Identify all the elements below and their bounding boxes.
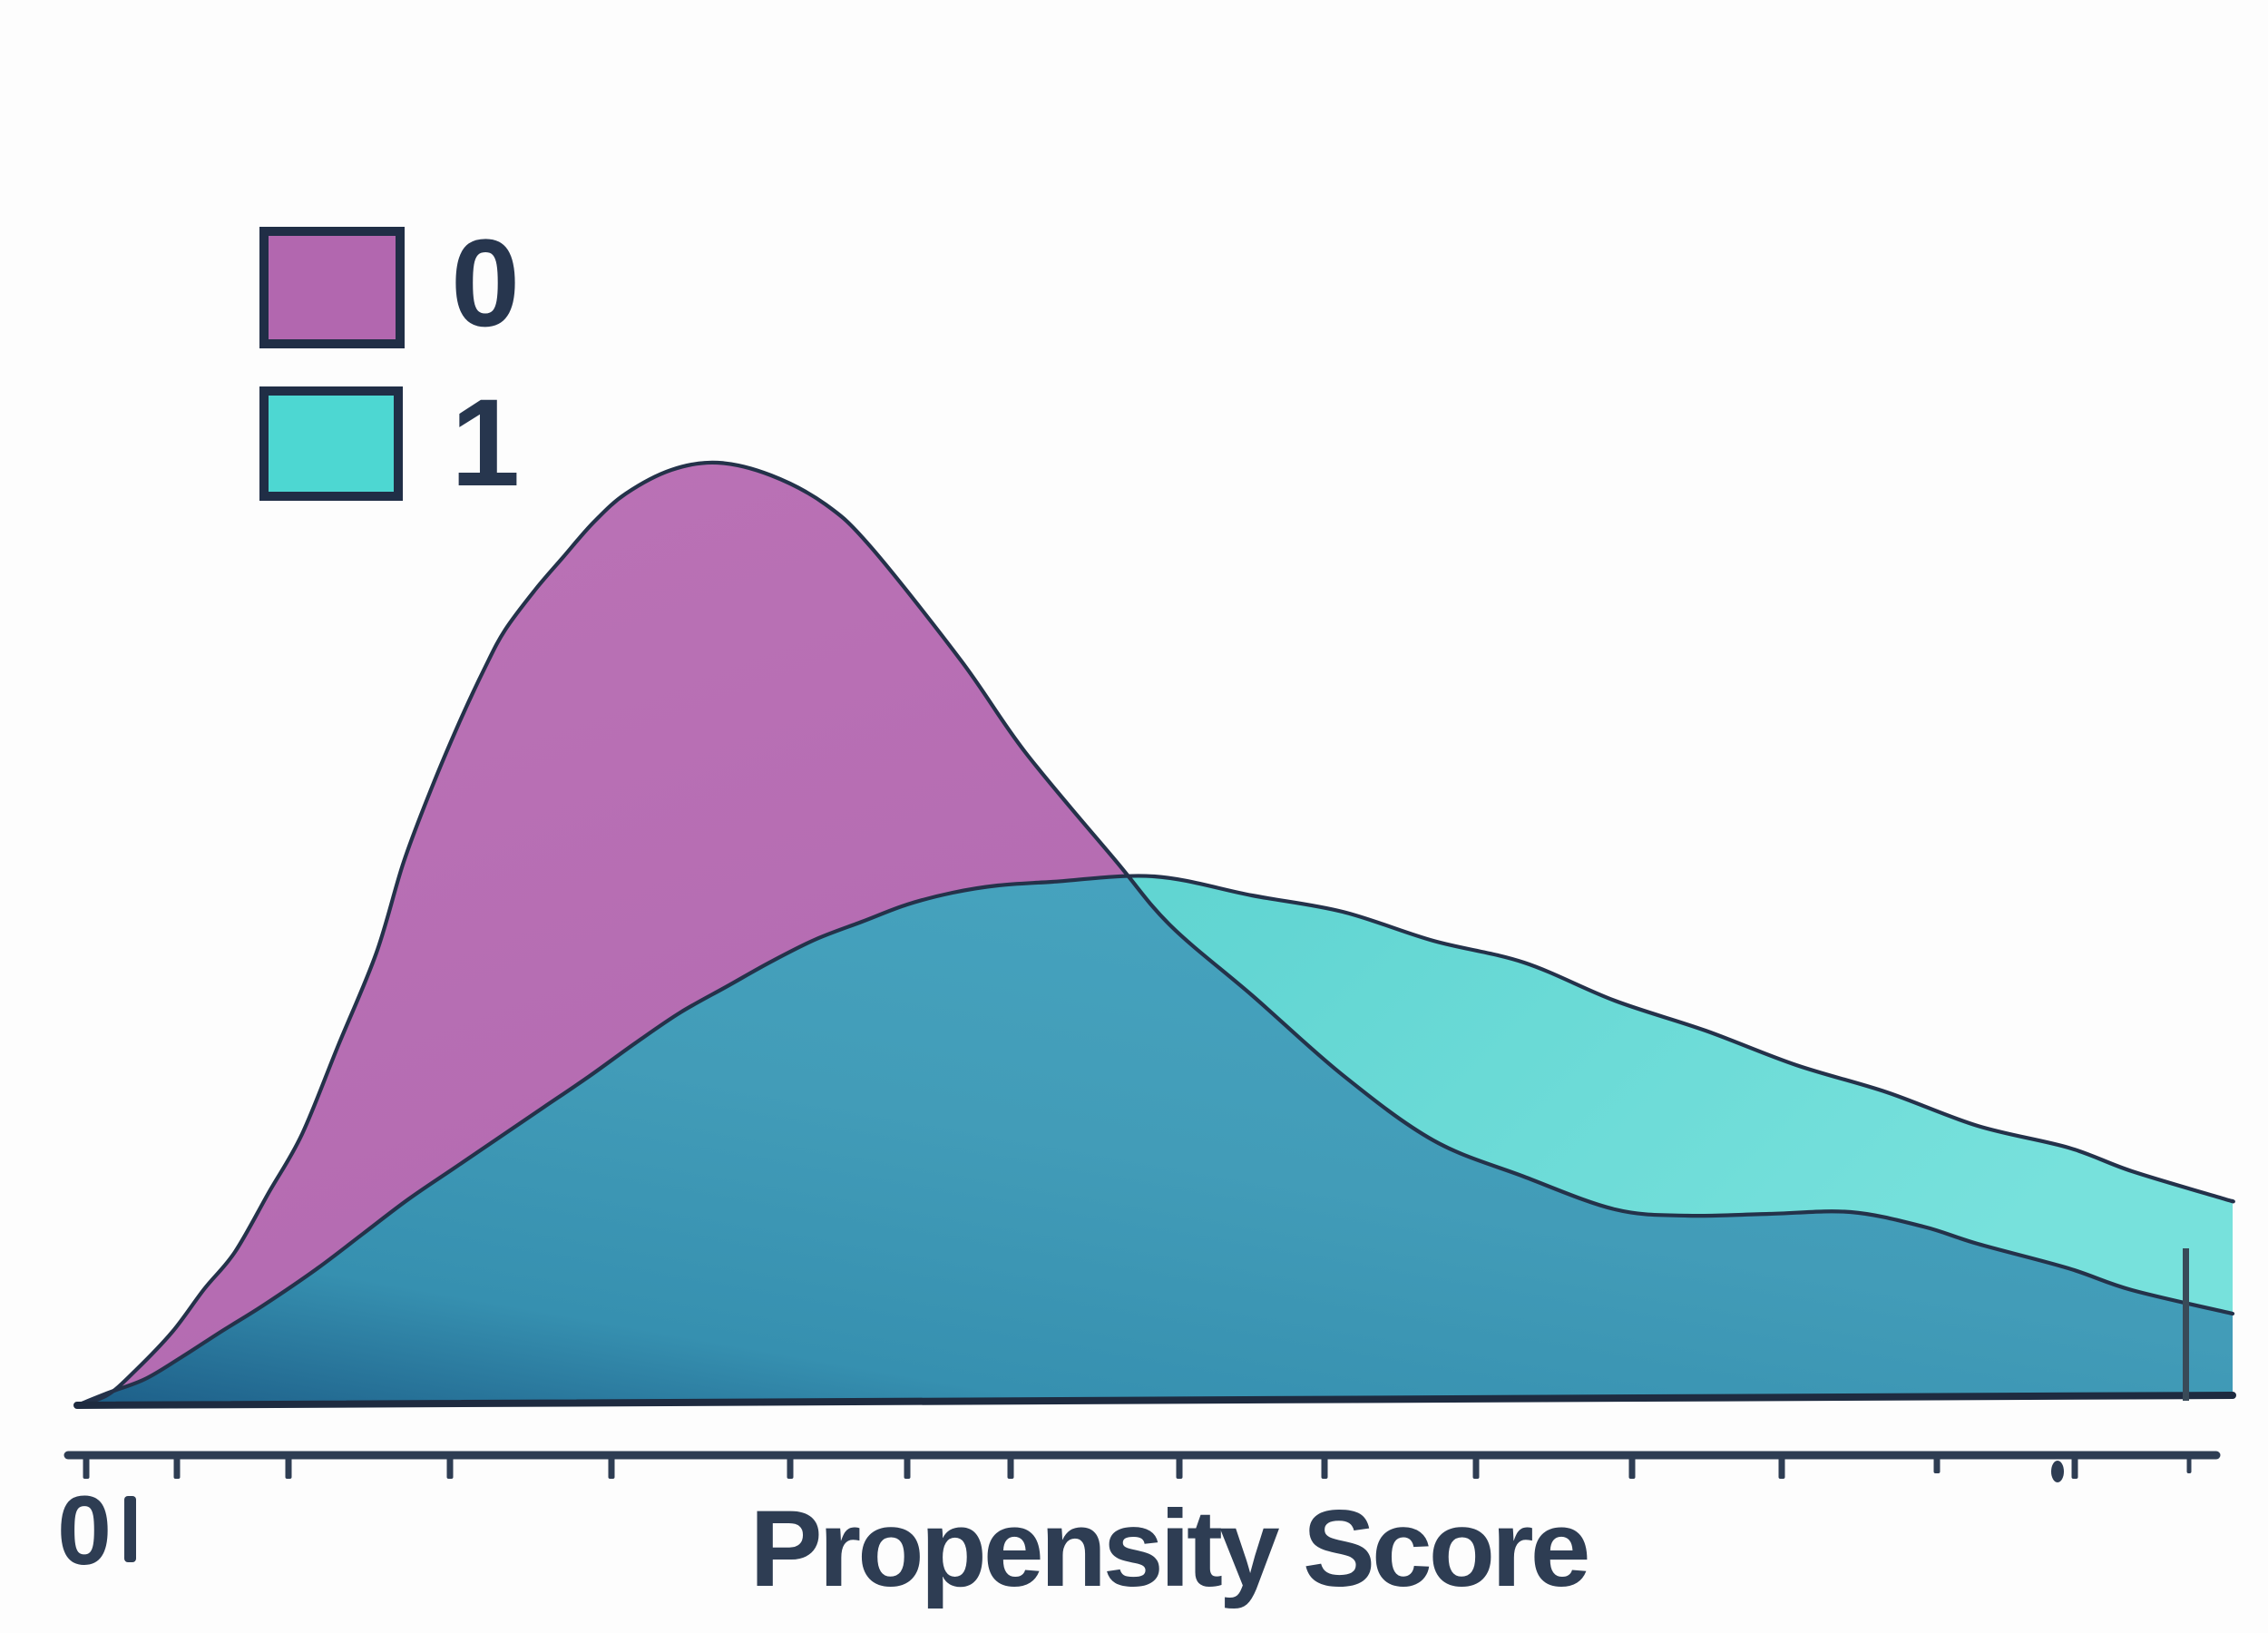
svg-text:0: 0	[451, 214, 520, 353]
svg-text:Propensity Score: Propensity Score	[749, 1488, 1587, 1609]
svg-text:1: 1	[451, 374, 520, 513]
svg-text:0: 0	[57, 1475, 112, 1585]
